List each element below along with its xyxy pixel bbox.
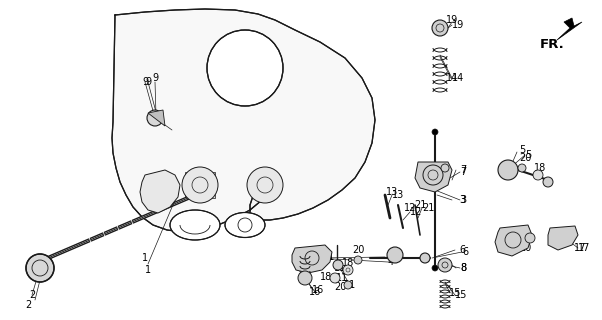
- Circle shape: [525, 233, 535, 243]
- Circle shape: [533, 170, 543, 180]
- Text: 12: 12: [404, 203, 416, 213]
- Text: 18: 18: [320, 272, 332, 282]
- Text: 13: 13: [392, 190, 405, 200]
- Circle shape: [420, 253, 430, 263]
- Text: 9: 9: [142, 77, 148, 87]
- Text: 17: 17: [574, 243, 586, 253]
- Polygon shape: [185, 172, 215, 198]
- Circle shape: [432, 20, 448, 36]
- Text: 21: 21: [414, 200, 426, 210]
- Ellipse shape: [225, 212, 265, 237]
- Circle shape: [207, 30, 283, 106]
- Text: 9: 9: [152, 73, 158, 83]
- Text: 2: 2: [25, 300, 31, 310]
- Text: 8: 8: [460, 263, 466, 273]
- Circle shape: [387, 247, 403, 263]
- Text: 21: 21: [422, 203, 435, 213]
- Text: 3: 3: [460, 195, 466, 205]
- Text: 4: 4: [388, 257, 394, 267]
- Polygon shape: [557, 18, 582, 40]
- Text: 9: 9: [145, 77, 151, 87]
- Circle shape: [441, 164, 449, 172]
- Polygon shape: [112, 9, 375, 232]
- Ellipse shape: [170, 210, 220, 240]
- Text: FR.: FR.: [540, 37, 565, 51]
- Circle shape: [298, 271, 312, 285]
- Text: 20: 20: [519, 153, 531, 163]
- Text: 1: 1: [145, 265, 151, 275]
- Text: 6: 6: [462, 247, 468, 257]
- Circle shape: [26, 254, 54, 282]
- Text: 18: 18: [534, 163, 546, 173]
- Polygon shape: [495, 225, 532, 256]
- Text: 17: 17: [578, 243, 591, 253]
- Text: 21: 21: [322, 252, 334, 262]
- Text: 5: 5: [525, 150, 531, 160]
- Text: 14: 14: [446, 73, 458, 83]
- Circle shape: [343, 265, 353, 275]
- Text: 20: 20: [352, 245, 364, 255]
- Circle shape: [498, 160, 518, 180]
- Text: 11: 11: [336, 273, 348, 283]
- Circle shape: [438, 258, 452, 272]
- Circle shape: [543, 177, 553, 187]
- Text: 19: 19: [452, 20, 464, 30]
- Text: 16: 16: [312, 285, 324, 295]
- Text: 15: 15: [455, 290, 467, 300]
- Text: 20: 20: [334, 282, 346, 292]
- Text: 16: 16: [309, 287, 321, 297]
- Circle shape: [354, 256, 362, 264]
- Text: 1: 1: [142, 253, 148, 263]
- Polygon shape: [140, 170, 180, 213]
- Text: 11: 11: [344, 280, 356, 290]
- Polygon shape: [548, 226, 578, 250]
- Circle shape: [147, 110, 163, 126]
- Text: 18: 18: [342, 258, 354, 268]
- Text: 6: 6: [459, 245, 465, 255]
- Circle shape: [247, 167, 283, 203]
- Polygon shape: [148, 110, 165, 126]
- Text: 10: 10: [514, 243, 526, 253]
- Circle shape: [330, 273, 340, 283]
- Text: 5: 5: [519, 145, 525, 155]
- Text: 10: 10: [520, 243, 532, 253]
- Text: 13: 13: [386, 187, 398, 197]
- Polygon shape: [415, 162, 452, 192]
- Polygon shape: [292, 245, 332, 273]
- Circle shape: [518, 164, 526, 172]
- Text: 2: 2: [29, 290, 35, 300]
- Circle shape: [432, 129, 438, 135]
- Text: 11: 11: [334, 263, 346, 273]
- Text: 8: 8: [460, 263, 466, 273]
- Text: 4: 4: [387, 253, 393, 263]
- Text: 12: 12: [410, 207, 423, 217]
- Text: 3: 3: [459, 195, 465, 205]
- Circle shape: [344, 281, 352, 289]
- Circle shape: [432, 265, 438, 271]
- Circle shape: [333, 260, 343, 270]
- Text: 19: 19: [446, 15, 458, 25]
- Text: 7: 7: [460, 167, 467, 177]
- Text: 15: 15: [449, 288, 461, 298]
- Text: 14: 14: [452, 73, 464, 83]
- Circle shape: [182, 167, 218, 203]
- Text: 7: 7: [460, 165, 466, 175]
